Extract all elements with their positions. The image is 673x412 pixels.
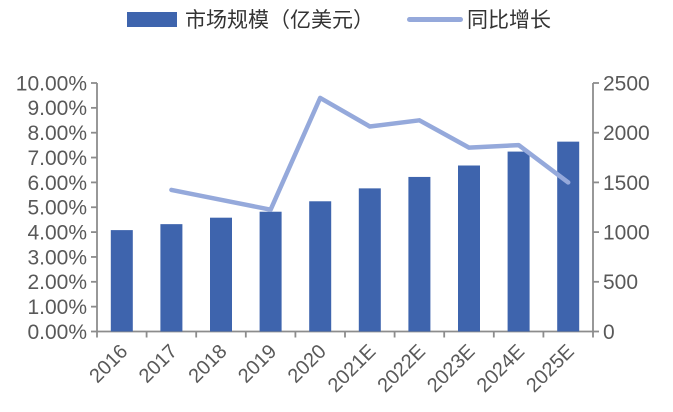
right-axis-tick-label: 500 xyxy=(603,271,638,294)
left-axis-tick-label: 10.00% xyxy=(16,72,87,95)
bar-2023E xyxy=(458,165,480,332)
legend-item-market-size: 市场规模（亿美元） xyxy=(127,4,374,34)
legend-label-market-size: 市场规模（亿美元） xyxy=(185,8,374,32)
right-axis-tick-label: 1500 xyxy=(603,172,650,195)
x-axis-tick-label: 2019 xyxy=(234,340,281,387)
left-axis-tick-label: 8.00% xyxy=(27,122,87,145)
left-axis-tick-label: 0.00% xyxy=(27,321,87,344)
left-axis-tick-label: 3.00% xyxy=(27,246,87,269)
bar-2024E xyxy=(507,151,530,332)
legend-item-yoy-growth: 同比增长 xyxy=(374,4,551,34)
x-axis-tick-label: 2023E xyxy=(423,340,479,396)
left-axis-tick-label: 7.00% xyxy=(27,147,87,170)
x-axis-tick-label: 2024E xyxy=(473,340,529,396)
left-axis-tick-label: 1.00% xyxy=(27,296,87,319)
left-axis-tick-label: 9.00% xyxy=(27,97,87,120)
yoy-growth-line xyxy=(169,95,571,212)
x-axis-tick-label: 2016 xyxy=(85,340,132,387)
right-axis-tick-label: 0 xyxy=(603,321,615,344)
x-axis-tick-label: 2017 xyxy=(135,340,182,387)
chart-legend: 市场规模（亿美元） 同比增长 xyxy=(127,4,551,34)
legend-line-swatch-icon xyxy=(407,16,463,22)
right-axis-tick-label: 1000 xyxy=(603,221,650,244)
x-axis-tick-label: 2025E xyxy=(522,340,578,396)
left-axis-tick-label: 6.00% xyxy=(27,172,87,195)
right-axis-tick-label: 2500 xyxy=(603,72,650,95)
bar-2021E xyxy=(358,188,381,332)
bar-2017 xyxy=(160,224,183,332)
x-axis-tick-label: 2022E xyxy=(373,340,429,396)
bar-2022E xyxy=(408,176,431,332)
left-axis-tick-label: 5.00% xyxy=(27,197,87,220)
x-axis-tick-label: 2021E xyxy=(324,340,380,396)
left-axis-tick-label: 4.00% xyxy=(27,221,87,244)
bar-2016 xyxy=(110,230,133,332)
legend-bar-swatch-icon xyxy=(127,11,177,27)
right-axis-tick-label: 2000 xyxy=(603,122,650,145)
bar-2020 xyxy=(309,201,332,332)
legend-label-yoy-growth: 同比增长 xyxy=(467,8,551,32)
bar-2018 xyxy=(210,217,232,332)
left-axis-tick-label: 2.00% xyxy=(27,271,87,294)
x-axis-tick-label: 2018 xyxy=(185,340,232,387)
bar-2025E xyxy=(557,141,580,332)
bar-2019 xyxy=(259,211,282,332)
